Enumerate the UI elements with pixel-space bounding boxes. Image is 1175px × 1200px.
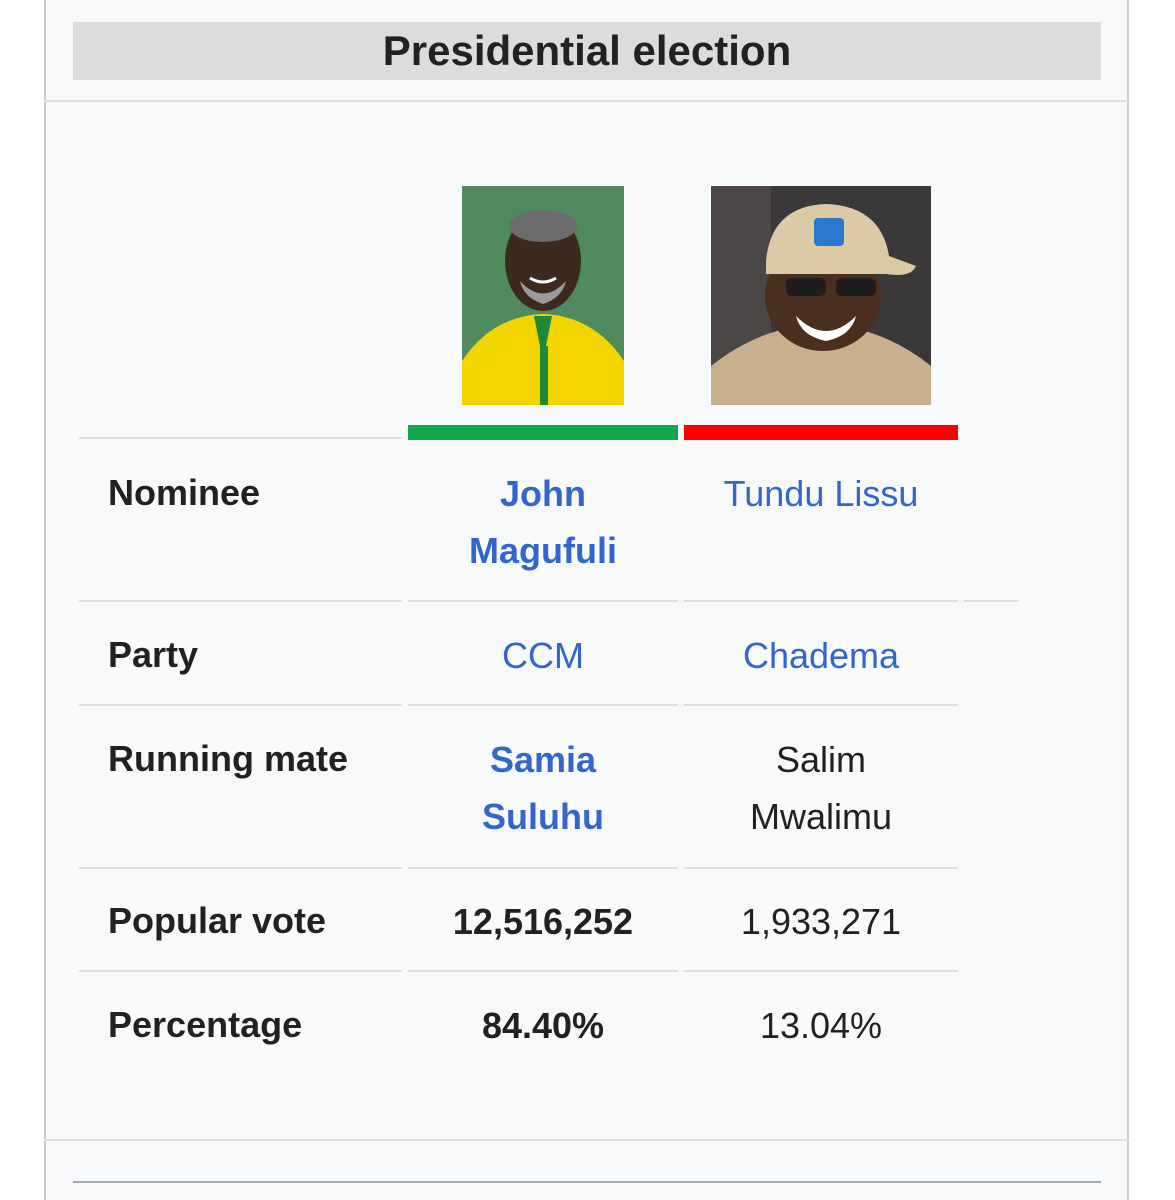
candidate-1-party-link[interactable]: CCM — [502, 635, 584, 676]
divider — [964, 600, 1019, 602]
portrait-photo-icon — [462, 186, 624, 405]
divider — [684, 600, 958, 602]
divider — [408, 600, 678, 602]
divider — [684, 867, 958, 869]
row-label-popular-vote: Popular vote — [108, 900, 327, 941]
candidate-1-running-mate-link[interactable]: Samia Suluhu — [482, 739, 604, 837]
divider — [79, 600, 402, 602]
infobox-title: Presidential election — [73, 22, 1101, 80]
divider — [408, 867, 678, 869]
divider — [684, 970, 958, 972]
candidate-2-photo[interactable] — [711, 186, 931, 405]
row-label-party: Party — [108, 634, 199, 675]
divider — [79, 437, 402, 439]
divider — [44, 1139, 1129, 1141]
candidate-2-party-link[interactable]: Chadema — [742, 635, 900, 676]
divider — [79, 704, 402, 706]
candidate-2-color-bar — [684, 425, 958, 440]
divider — [79, 867, 402, 869]
divider — [73, 1181, 1101, 1183]
divider — [408, 704, 678, 706]
candidate-2-popular-vote: 1,933,271 — [740, 901, 902, 942]
divider — [408, 970, 678, 972]
divider — [79, 970, 402, 972]
candidate-2-nominee-link[interactable]: Tundu Lissu — [723, 473, 919, 514]
row-label-running-mate: Running mate — [108, 738, 348, 779]
candidate-2-running-mate: Salim Mwalimu — [749, 739, 892, 837]
candidate-1-percentage: 84.40% — [481, 1005, 605, 1046]
candidate-2-percentage: 13.04% — [759, 1005, 883, 1046]
row-label-percentage: Percentage — [108, 1004, 303, 1045]
candidate-1-photo[interactable] — [462, 186, 624, 405]
candidate-1-color-bar — [408, 425, 678, 440]
divider — [44, 100, 1129, 102]
candidate-1-popular-vote: 12,516,252 — [452, 901, 634, 942]
portrait-photo-icon — [711, 186, 931, 405]
row-label-nominee: Nominee — [108, 472, 261, 513]
candidate-1-nominee-link[interactable]: John Magufuli — [469, 473, 617, 571]
divider — [684, 704, 958, 706]
